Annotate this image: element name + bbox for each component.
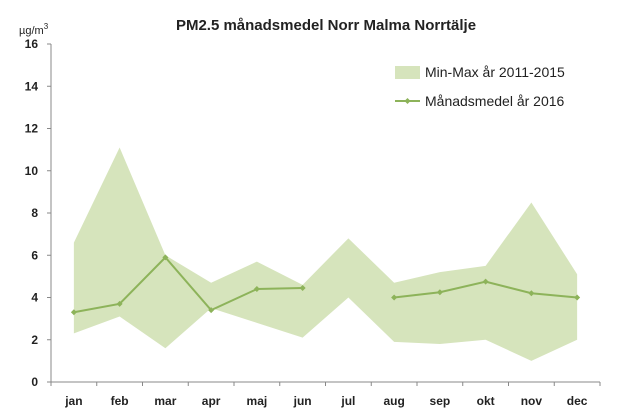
x-tick-label: feb — [111, 394, 129, 408]
y-tick-label: 6 — [31, 248, 38, 262]
monthly-mean-point — [253, 286, 260, 293]
y-tick-label: 8 — [31, 206, 38, 220]
minmax-band — [73, 147, 578, 361]
y-tick-label: 2 — [31, 333, 38, 347]
plot-area: 0 2 4 6 8 10 12 14 16 jan feb mar apr maj jun jul aug sep… — [25, 37, 601, 408]
monthly-mean-point — [436, 289, 443, 296]
y-tick-label: 0 — [31, 375, 38, 389]
monthly-mean-point — [162, 254, 169, 261]
x-tick-label: aug — [383, 394, 404, 408]
x-tick-label: sep — [430, 394, 451, 408]
y-tick-label: 16 — [25, 37, 39, 51]
x-tick-label: maj — [247, 394, 268, 408]
monthly-mean-point — [208, 307, 215, 314]
x-tick-label: jun — [293, 394, 312, 408]
y-tick-label: 14 — [25, 79, 39, 93]
y-axis-unit-superscript: 3 — [44, 22, 49, 31]
x-tick-label: mar — [154, 394, 176, 408]
x-tick-label: jan — [64, 394, 82, 408]
legend-swatch-minmax — [395, 66, 420, 79]
legend-swatch-marker — [404, 98, 411, 104]
chart-title: PM2.5 månadsmedel Norr Malma Norrtälje — [176, 17, 476, 34]
monthly-mean-point — [116, 300, 123, 307]
y-axis-unit: µg/m3 — [19, 22, 49, 37]
x-tick-label: apr — [202, 394, 221, 408]
monthly-mean-point — [482, 278, 489, 285]
y-tick-label: 4 — [31, 291, 38, 305]
monthly-mean-point — [299, 284, 306, 291]
y-axis-unit-main: µg/m — [19, 25, 44, 37]
x-tick-label: dec — [567, 394, 588, 408]
monthly-mean-point — [391, 294, 398, 301]
monthly-mean-point — [528, 290, 535, 297]
legend-label-minmax: Min-Max år 2011-2015 — [425, 64, 565, 80]
monthly-mean-point — [70, 309, 77, 316]
y-tick-label: 12 — [25, 122, 39, 136]
x-tick-label: okt — [477, 394, 495, 408]
monthly-mean-line-segment — [73, 255, 303, 314]
x-tick-label: jul — [340, 394, 355, 408]
legend-label-monthly: Månadsmedel år 2016 — [425, 93, 565, 109]
legend: Min-Max år 2011-2015 Månadsmedel år 2016 — [395, 64, 565, 109]
x-tick-label: nov — [521, 394, 543, 408]
monthly-mean-point — [574, 294, 581, 301]
y-tick-label: 10 — [25, 164, 39, 178]
